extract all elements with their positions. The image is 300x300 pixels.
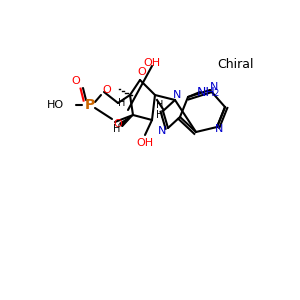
Text: N: N [210, 82, 218, 92]
Text: H: H [156, 100, 164, 110]
Text: H: H [118, 98, 126, 108]
Text: O: O [114, 119, 122, 129]
Text: OH: OH [143, 58, 161, 68]
Text: N: N [158, 126, 166, 136]
Text: H: H [156, 110, 164, 120]
Text: NH: NH [196, 85, 215, 98]
Text: 2: 2 [213, 89, 219, 98]
Text: O: O [72, 76, 80, 86]
Text: N: N [173, 90, 181, 100]
Text: O: O [138, 67, 146, 77]
Text: N: N [215, 124, 223, 134]
Text: P: P [85, 98, 95, 112]
Text: Chiral: Chiral [217, 58, 253, 71]
Text: HO: HO [47, 100, 64, 110]
Polygon shape [120, 115, 133, 127]
Text: O: O [103, 85, 111, 95]
Text: OH: OH [136, 138, 154, 148]
Text: H: H [113, 124, 121, 134]
